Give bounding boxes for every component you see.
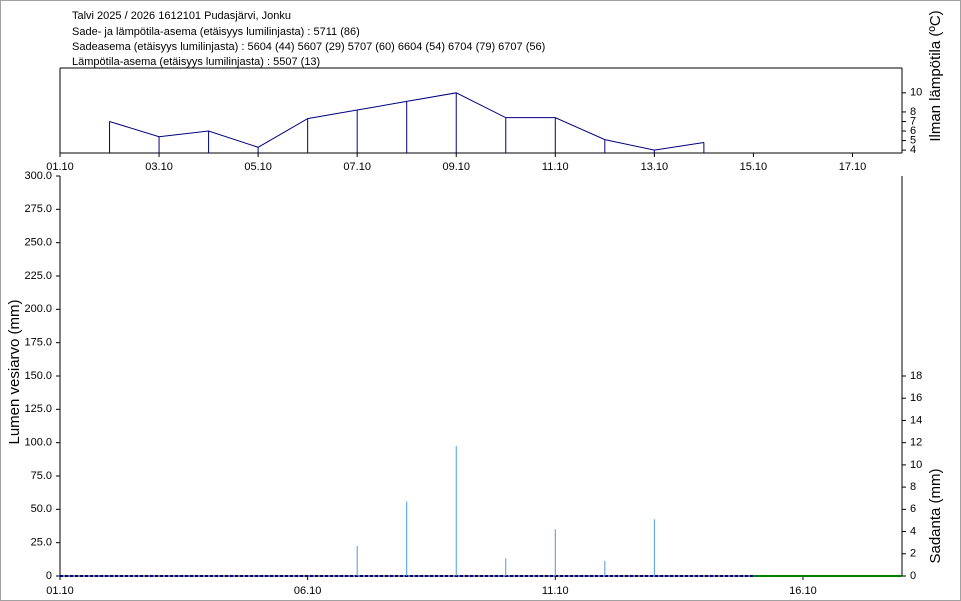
y-tick-label: 25.0 bbox=[31, 537, 52, 549]
y-tick-label: 16 bbox=[910, 392, 922, 404]
y-tick-label: 6 bbox=[910, 503, 916, 515]
x-tick-label: 16.10 bbox=[789, 585, 817, 597]
y-tick-label: 0 bbox=[910, 570, 916, 582]
y-tick-label: 18 bbox=[910, 370, 922, 382]
y-tick-label: 50.0 bbox=[31, 503, 52, 515]
y-tick-label: 300.0 bbox=[24, 170, 52, 182]
header-line: Sadeasema (etäisyys lumilinjasta) : 5604… bbox=[72, 41, 545, 53]
y-axis-label: Ilman lämpötila (ºC) bbox=[927, 10, 944, 141]
y-tick-label: 10 bbox=[910, 87, 922, 99]
x-tick-label: 17.10 bbox=[839, 161, 867, 173]
y-tick-label: 75.0 bbox=[31, 470, 52, 482]
x-tick-label: 09.10 bbox=[442, 161, 470, 173]
x-tick-label: 01.10 bbox=[46, 585, 74, 597]
y-tick-label: 125.0 bbox=[24, 403, 52, 415]
x-tick-label: 01.10 bbox=[46, 161, 74, 173]
y-tick-label: 6 bbox=[910, 125, 916, 137]
y-tick-label: 8 bbox=[910, 106, 916, 118]
y-axis-label: Lumen vesiarvo (mm) bbox=[6, 299, 23, 444]
x-tick-label: 11.10 bbox=[542, 585, 569, 597]
y-tick-label: 8 bbox=[910, 481, 916, 493]
y-tick-label: 150.0 bbox=[24, 370, 52, 382]
header-line: Talvi 2025 / 2026 1612101 Pudasjärvi, Jo… bbox=[72, 10, 291, 22]
y-tick-label: 225.0 bbox=[24, 270, 52, 282]
temperature-line bbox=[109, 92, 704, 151]
y-tick-label: 275.0 bbox=[24, 203, 52, 215]
y-tick-label: 200.0 bbox=[24, 303, 52, 315]
x-tick-label: 03.10 bbox=[145, 161, 173, 173]
y-tick-label: 0 bbox=[46, 570, 52, 582]
x-tick-label: 07.10 bbox=[343, 161, 371, 173]
y-tick-label: 14 bbox=[910, 414, 922, 426]
header-line: Sade- ja lämpötila-asema (etäisyys lumil… bbox=[72, 26, 360, 38]
y-tick-label: 2 bbox=[910, 548, 916, 560]
y-tick-label: 250.0 bbox=[24, 237, 52, 249]
x-tick-label: 06.10 bbox=[294, 585, 322, 597]
x-tick-label: 11.10 bbox=[542, 161, 569, 173]
y-tick-label: 5 bbox=[910, 134, 916, 146]
y-tick-label: 4 bbox=[910, 525, 916, 537]
y-tick-label: 4 bbox=[910, 144, 916, 156]
y-tick-label: 175.0 bbox=[24, 337, 52, 349]
y2-axis-label: Sadanta (mm) bbox=[927, 468, 944, 563]
header-line: Lämpötila-asema (etäisyys lumilinjasta) … bbox=[72, 56, 320, 68]
y-tick-label: 12 bbox=[910, 437, 922, 449]
x-tick-label: 05.10 bbox=[244, 161, 272, 173]
y-tick-label: 100.0 bbox=[24, 437, 52, 449]
y-tick-label: 10 bbox=[910, 459, 922, 471]
x-tick-label: 13.10 bbox=[641, 161, 669, 173]
x-tick-label: 15.10 bbox=[740, 161, 768, 173]
y-tick-label: 7 bbox=[910, 115, 916, 127]
